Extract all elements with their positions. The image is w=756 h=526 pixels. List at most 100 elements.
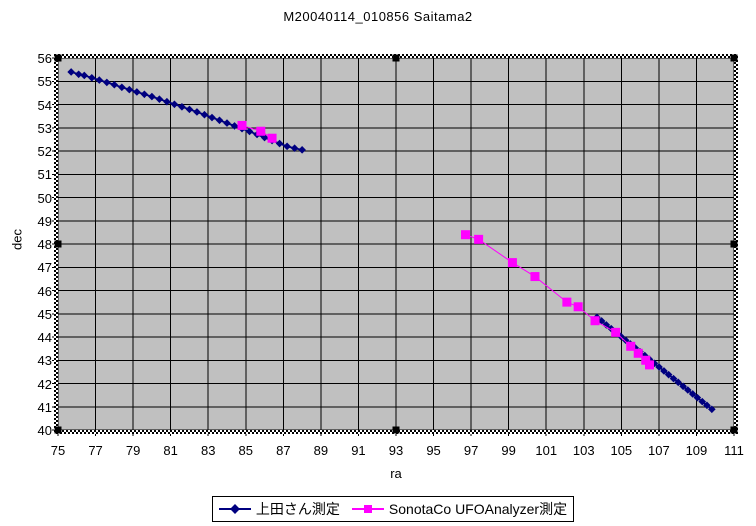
data-point-marker[interactable]: [275, 139, 284, 148]
data-point-marker[interactable]: [631, 344, 640, 352]
y-tick-label: 41: [37, 399, 52, 415]
data-point-marker[interactable]: [602, 321, 611, 329]
data-point-marker[interactable]: [626, 341, 636, 351]
data-point-marker[interactable]: [590, 316, 600, 326]
data-point-marker[interactable]: [74, 70, 83, 79]
legend-label-ueda: 上田さん測定: [255, 501, 340, 517]
x-tick-label: 77: [88, 443, 103, 458]
y-tick-label: 42: [37, 376, 52, 392]
data-point-marker[interactable]: [237, 120, 247, 130]
selection-handle[interactable]: [392, 426, 400, 434]
data-point-marker[interactable]: [655, 363, 663, 371]
data-point-marker[interactable]: [290, 144, 299, 153]
data-point-marker[interactable]: [703, 401, 711, 410]
data-point-marker[interactable]: [474, 234, 484, 244]
data-point-marker[interactable]: [674, 378, 683, 387]
data-point-marker[interactable]: [688, 390, 697, 398]
y-tick-label: 56: [37, 51, 52, 66]
legend-box[interactable]: 上田さん測定 SonotaCo UFOAnalyzer測定: [212, 496, 574, 522]
data-point-marker[interactable]: [80, 71, 89, 80]
data-point-marker[interactable]: [223, 119, 231, 127]
x-tick-label: 99: [501, 443, 516, 458]
y-tick-label: 44: [37, 330, 52, 345]
data-point-marker[interactable]: [185, 105, 194, 114]
y-tick-label: 40: [37, 423, 52, 438]
data-point-marker[interactable]: [103, 78, 111, 87]
data-point-marker[interactable]: [67, 68, 75, 76]
data-point-marker[interactable]: [641, 351, 649, 360]
data-point-marker[interactable]: [460, 230, 470, 240]
y-tick-label: 43: [37, 353, 52, 369]
data-point-marker[interactable]: [507, 258, 517, 268]
data-point-marker[interactable]: [698, 397, 707, 406]
data-point-marker[interactable]: [684, 386, 692, 394]
y-tick-label: 49: [37, 213, 52, 229]
data-point-marker[interactable]: [621, 336, 630, 345]
data-point-marker[interactable]: [178, 103, 186, 111]
data-point-marker[interactable]: [133, 88, 141, 96]
data-point-marker[interactable]: [110, 80, 119, 89]
data-point-marker[interactable]: [573, 302, 583, 312]
data-point-marker[interactable]: [140, 90, 149, 99]
y-tick-label: 45: [37, 306, 52, 322]
selection-handle[interactable]: [730, 426, 738, 434]
x-tick-label: 111: [724, 443, 744, 458]
data-point-marker[interactable]: [267, 133, 277, 143]
data-point-marker[interactable]: [170, 100, 179, 109]
data-point-marker[interactable]: [660, 367, 668, 375]
data-point-marker[interactable]: [645, 360, 654, 370]
data-point-marker[interactable]: [155, 95, 164, 103]
data-point-marker[interactable]: [118, 83, 126, 92]
x-tick-label: 93: [388, 443, 404, 458]
x-tick-label: 81: [163, 443, 178, 458]
x-tick-label: 87: [276, 443, 291, 458]
y-tick-label: 53: [37, 120, 52, 136]
data-point-marker[interactable]: [95, 76, 104, 84]
x-tick-label: 107: [648, 443, 670, 458]
selection-handle[interactable]: [54, 54, 62, 62]
y-tick-label: 48: [37, 237, 52, 252]
data-point-marker[interactable]: [641, 355, 651, 365]
data-point-marker[interactable]: [245, 127, 254, 136]
data-point-marker[interactable]: [708, 405, 716, 414]
data-point-marker[interactable]: [693, 393, 702, 402]
selection-handle[interactable]: [54, 240, 62, 248]
data-point-marker[interactable]: [562, 297, 572, 307]
data-point-marker[interactable]: [200, 110, 209, 119]
data-point-marker[interactable]: [669, 374, 678, 383]
x-axis-title[interactable]: ra: [390, 466, 402, 481]
data-point-marker[interactable]: [215, 116, 224, 125]
data-point-marker[interactable]: [230, 122, 239, 130]
data-point-marker[interactable]: [530, 272, 540, 282]
selection-handle[interactable]: [730, 54, 738, 62]
legend-label-sonotaco: SonotaCo UFOAnalyzer測定: [388, 501, 568, 517]
data-point-marker[interactable]: [125, 85, 134, 94]
y-tick-label: 54: [37, 97, 52, 113]
legend-marker-ueda: [218, 504, 251, 514]
x-tick-label: 97: [463, 443, 479, 458]
x-tick-label: 79: [125, 443, 141, 458]
chart-title[interactable]: M20040114_010856 Saitama2: [283, 9, 473, 24]
y-tick-label: 46: [37, 283, 52, 299]
x-tick-label: 109: [685, 443, 708, 458]
data-point-marker[interactable]: [664, 370, 673, 379]
selection-handle[interactable]: [730, 240, 738, 248]
data-point-marker[interactable]: [260, 133, 269, 142]
data-point-marker[interactable]: [679, 382, 687, 391]
data-point-marker[interactable]: [163, 97, 171, 106]
legend-item-sonotaco[interactable]: SonotaCo UFOAnalyzer測定: [351, 499, 568, 519]
data-point-marker[interactable]: [148, 92, 156, 101]
data-point-marker[interactable]: [193, 108, 201, 116]
data-point-marker[interactable]: [208, 113, 216, 122]
data-point-marker[interactable]: [283, 142, 291, 151]
data-point-marker[interactable]: [88, 73, 96, 82]
selection-handle[interactable]: [54, 426, 62, 434]
data-point-marker[interactable]: [298, 146, 306, 154]
data-point-marker[interactable]: [611, 327, 621, 337]
selection-handle[interactable]: [392, 54, 400, 62]
data-point-marker[interactable]: [633, 348, 643, 358]
x-tick-label: 95: [426, 443, 441, 458]
data-point-marker[interactable]: [256, 126, 266, 136]
legend-item-ueda[interactable]: 上田さん測定: [218, 499, 340, 519]
